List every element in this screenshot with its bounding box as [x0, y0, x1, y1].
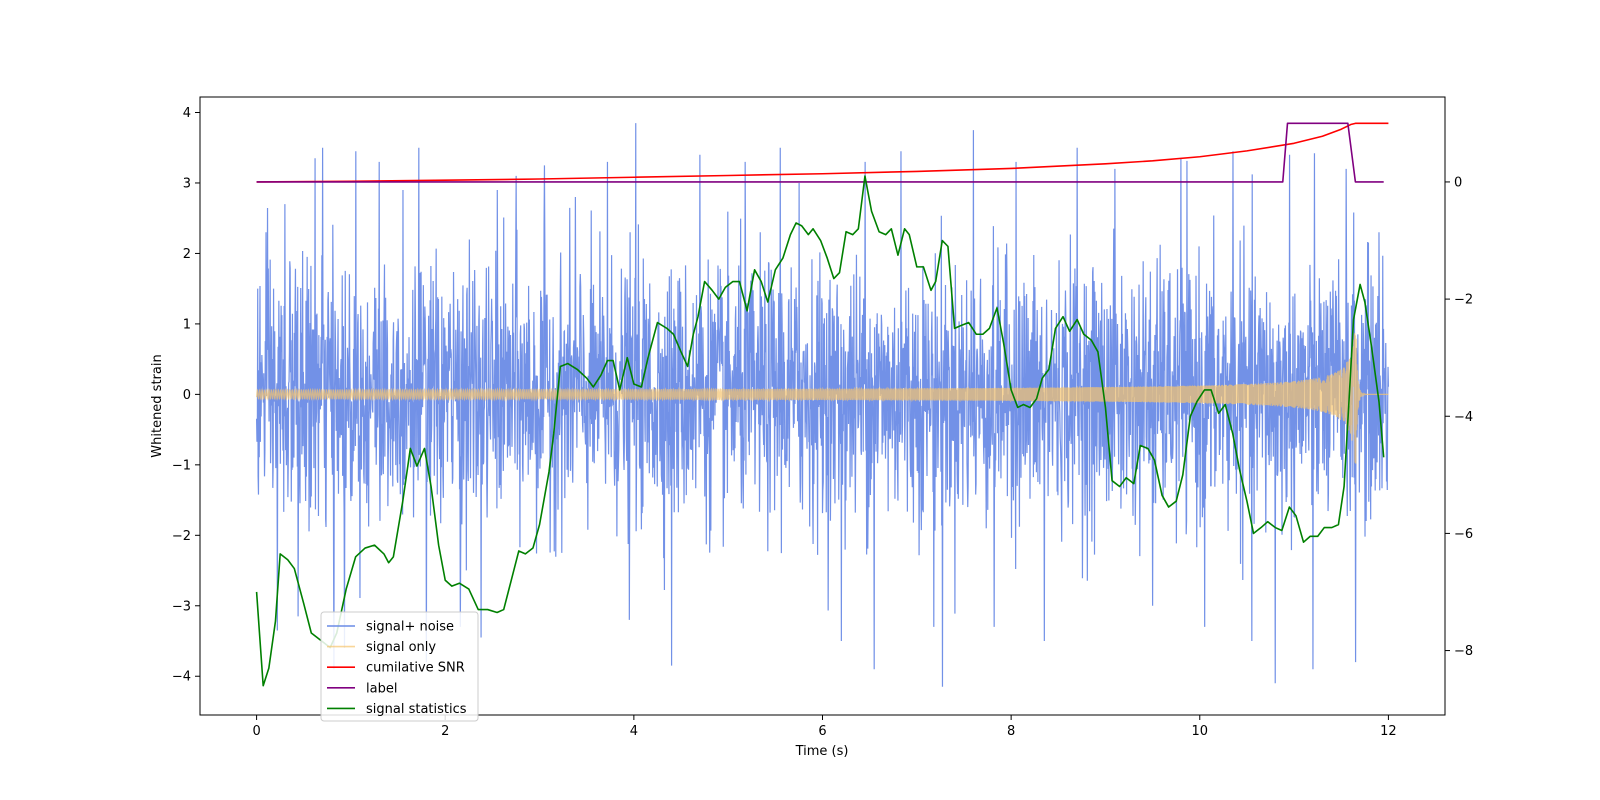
y-tick-label: −3 [172, 599, 191, 614]
series-label-line [256, 122, 1384, 183]
y2-tick-label: −6 [1454, 527, 1473, 542]
series-signal-statistics-line [255, 175, 1385, 687]
legend-box [320, 611, 479, 722]
y-tick-label: 1 [183, 317, 191, 332]
legend-label: signal statistics [366, 702, 467, 717]
y-tick-label: −4 [172, 670, 191, 685]
legend-label: signal+ noise [366, 620, 454, 635]
y2-tick-label: −4 [1454, 410, 1473, 425]
x-tick-label: 12 [1380, 724, 1397, 739]
y-tick-label: −2 [172, 529, 191, 544]
legend-label: cumilative SNR [366, 661, 465, 676]
x-tick-label: 10 [1191, 724, 1208, 739]
y2-axis: 0 −2 −4 −6 −8 [1445, 175, 1473, 659]
y2-tick-label: −8 [1454, 644, 1473, 659]
y-tick-label: −1 [172, 458, 191, 473]
x-tick-label: 8 [1007, 724, 1015, 739]
x-tick-label: 0 [252, 724, 260, 739]
series-cumilative-snr-line [256, 122, 1389, 183]
legend-label: signal only [366, 640, 436, 655]
x-tick-label: 6 [818, 724, 826, 739]
legend-label: label [366, 681, 397, 696]
y-axis: 4 3 2 1 0 −1 −2 −3 −4 [172, 106, 200, 685]
y-tick-label: 0 [183, 388, 191, 403]
legend: signal+ noise signal only cumilative SNR la… [320, 611, 479, 722]
y2-tick-label: −2 [1454, 293, 1473, 308]
series-layer [255, 122, 1390, 687]
y-tick-label: 2 [183, 247, 191, 262]
x-tick-label: 2 [441, 724, 449, 739]
y-tick-label: 4 [183, 106, 191, 121]
x-tick-label: 4 [630, 724, 638, 739]
series-signal-only-line [255, 333, 1389, 464]
y2-tick-label: 0 [1454, 175, 1462, 190]
y-axis-label: Whitened strain [150, 354, 165, 457]
x-axis-label: Time (s) [795, 744, 849, 759]
y-tick-label: 3 [183, 176, 191, 191]
